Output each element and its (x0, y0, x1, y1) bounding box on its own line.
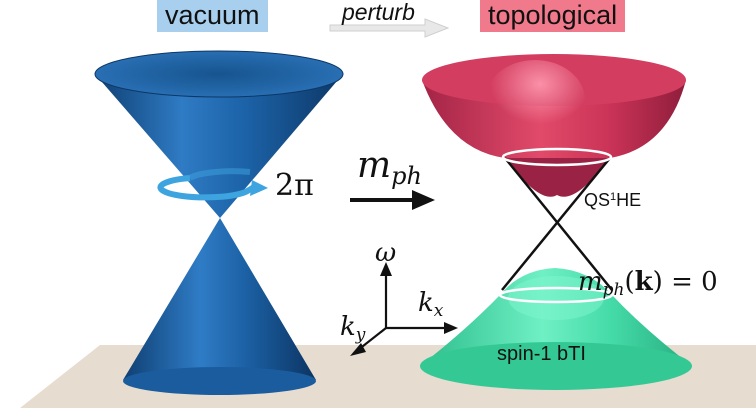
lower-ring (498, 286, 614, 304)
qs-sup: 1 (610, 191, 617, 203)
mk-k: k (634, 267, 653, 297)
right-arrow-icon (329, 18, 450, 38)
topological-label: topological (480, 0, 626, 32)
mass-condition-label: mph(k) = 0 (578, 267, 718, 300)
mph-subscript: ph (391, 162, 422, 190)
axes-icon (350, 262, 458, 356)
two-pi-label: 2π (275, 168, 314, 203)
mk-subscript: ph (602, 280, 625, 300)
vacuum-lower-cone (123, 218, 316, 395)
mph-symbol: m (357, 145, 392, 186)
mk-rest: ) = 0 (652, 267, 718, 297)
mk-open: ( (624, 267, 635, 297)
qs-post: HE (616, 190, 642, 210)
kx-subscript: x (433, 301, 444, 321)
dirac-crossing-lines (501, 157, 613, 291)
mk-symbol: m (578, 267, 603, 297)
ky-symbol: k (340, 312, 356, 342)
mph-label: mph (357, 145, 422, 190)
kx-axis-label: kx (418, 288, 443, 321)
ky-subscript: y (355, 325, 366, 345)
right-arrow-icon (350, 190, 435, 210)
perturb-label: perturb (342, 0, 415, 25)
spin1-bti-label: spin-1 bTI (497, 343, 586, 365)
qs-pre: QS (584, 190, 611, 210)
topological-lower-band (420, 268, 692, 390)
qs1he-label: QS1HE (584, 190, 641, 211)
topological-upper-band (422, 54, 686, 197)
vacuum-upper-cone (94, 50, 344, 218)
vacuum-label: vacuum (157, 0, 268, 32)
circular-arrow-icon (157, 168, 268, 201)
ky-axis-label: ky (340, 312, 365, 345)
omega-axis-label: ω (375, 238, 397, 268)
upper-ring (501, 147, 613, 167)
kx-symbol: k (418, 288, 434, 318)
